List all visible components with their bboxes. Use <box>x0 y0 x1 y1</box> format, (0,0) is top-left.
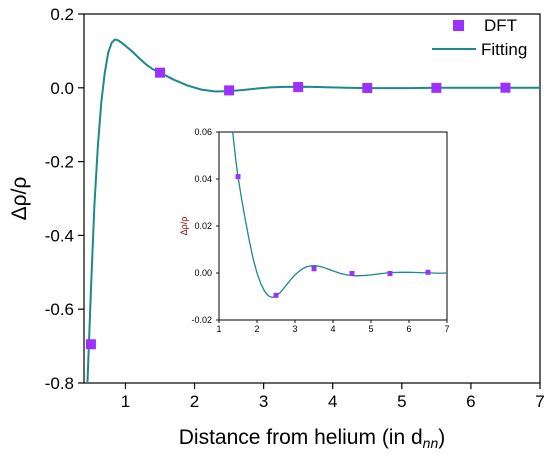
inset-dft-point <box>387 270 393 276</box>
plot-frame <box>83 13 541 384</box>
inset-plot-frame <box>218 131 448 321</box>
x-tick-label: 6 <box>466 392 475 411</box>
y-tick-label: -0.4 <box>45 226 74 245</box>
y-tick-label: -0.6 <box>45 300 74 319</box>
y-tick-label: 0.2 <box>50 5 74 24</box>
inset-y-tick-label: 0.04 <box>194 174 212 184</box>
y-tick-label: -0.8 <box>45 374 74 393</box>
x-tick-label: 2 <box>190 392 199 411</box>
inset-x-tick-label: 4 <box>330 324 335 334</box>
inset-dft-point <box>311 266 317 272</box>
inset-y-tick-label: -0.02 <box>191 315 212 325</box>
dft-point <box>500 82 511 93</box>
inset-y-tick-label: 0.00 <box>194 268 212 278</box>
inset-y-tick-label: 0.06 <box>194 127 212 137</box>
inset-x-tick-label: 7 <box>444 324 449 334</box>
x-axis-label-end: ) <box>438 426 445 449</box>
series-group <box>85 38 540 383</box>
legend-dft-marker <box>453 20 464 31</box>
inset-dft-point <box>235 174 241 180</box>
inset-x-tick-label: 2 <box>254 324 259 334</box>
dft-point <box>155 67 165 78</box>
inset-y-axis-label: Δρ/ρ <box>179 217 189 236</box>
legend-dft-label: DFT <box>484 16 517 35</box>
inset-fitting-line <box>232 132 447 299</box>
x-tick-label: 3 <box>259 392 268 411</box>
inset-dft-point <box>425 269 431 275</box>
x-axis-label: Distance from helium (in dnn) <box>179 426 446 451</box>
inset-dft-point <box>273 292 279 298</box>
dft-point <box>362 82 373 93</box>
y-tick-label: -0.2 <box>45 153 74 172</box>
inset-x-tick-label: 5 <box>368 324 373 334</box>
x-axis-label-subscript: nn <box>423 435 439 451</box>
main-plot: 1 2 3 4 5 6 7 0.2 0.0 -0.2 -0.4 -0.6 -0.8 Δρ/ρ Distanc… <box>8 5 545 451</box>
dft-point <box>431 82 442 93</box>
inset-series-group <box>232 132 447 299</box>
legend: DFT Fitting <box>432 16 527 59</box>
dft-point <box>85 339 96 350</box>
dft-point <box>224 85 235 96</box>
dft-point <box>293 82 304 93</box>
inset-y-tick-label: 0.02 <box>194 221 212 231</box>
x-axis-label-text: Distance from helium (in d <box>179 426 423 449</box>
x-tick-label: 1 <box>121 392 130 411</box>
x-tick-label: 5 <box>397 392 406 411</box>
inset-x-tick-label: 6 <box>406 324 411 334</box>
x-tick-label: 4 <box>328 392 337 411</box>
legend-fitting-label: Fitting <box>481 40 527 59</box>
inset-dft-point <box>349 270 355 276</box>
inset-x-tick-label: 1 <box>216 324 221 334</box>
x-tick-label: 7 <box>535 392 544 411</box>
y-tick-label: 0.0 <box>50 79 74 98</box>
y-axis-label: Δρ/ρ <box>8 177 31 221</box>
inset-x-tick-label: 3 <box>292 324 297 334</box>
inset-plot: 1 2 3 4 5 6 7 -0.02 0.00 0.02 0.04 0.06 Δρ/ρ <box>179 127 450 334</box>
